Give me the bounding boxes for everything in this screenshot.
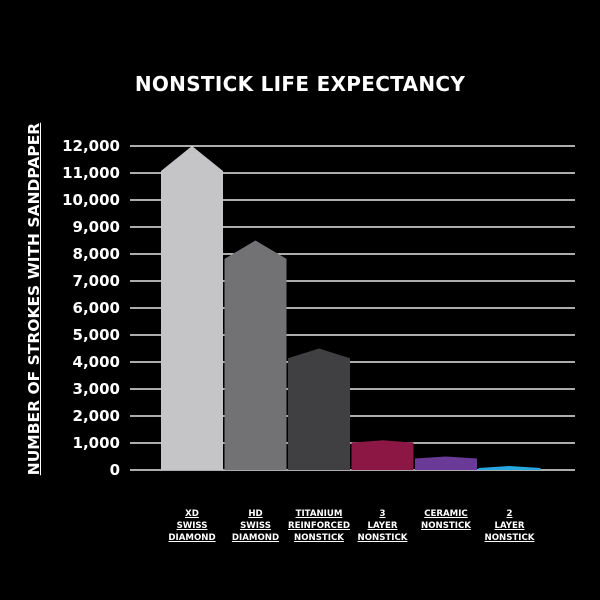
x-tick-label: CERAMIC NONSTICK — [421, 509, 471, 531]
y-tick-label: 3,000 — [73, 380, 120, 398]
y-tick-label: 7,000 — [73, 272, 120, 290]
y-tick-label: 5,000 — [73, 326, 120, 344]
x-tick-label: HD SWISS DIAMOND — [231, 509, 280, 543]
bar — [351, 440, 414, 470]
x-tick-label: 2 LAYER NONSTICK — [484, 509, 535, 543]
y-tick-label: 4,000 — [73, 353, 120, 371]
y-tick-label: 1,000 — [73, 434, 120, 452]
x-tick-label: TITANIUM REINFORCED NONSTICK — [288, 509, 350, 543]
y-tick-label: 2,000 — [73, 407, 120, 425]
y-tick-label: 10,000 — [62, 191, 120, 209]
x-tick-label: 3 LAYER NONSTICK — [357, 509, 408, 543]
bar — [224, 240, 287, 470]
y-tick-label: 9,000 — [73, 218, 120, 236]
y-tick-label: 6,000 — [73, 299, 120, 317]
y-tick-label: 11,000 — [62, 164, 120, 182]
y-tick-label: 8,000 — [73, 245, 120, 263]
bar — [161, 146, 223, 470]
chart-title: NONSTICK LIFE EXPECTANCY — [134, 72, 466, 96]
bar — [288, 348, 350, 470]
x-tick-label: XD SWISS DIAMOND — [168, 509, 216, 543]
bar — [415, 456, 477, 470]
y-tick-label: 0 — [110, 461, 120, 479]
y-tick-label: 12,000 — [62, 137, 120, 155]
bar — [478, 465, 541, 470]
y-axis-label: NUMBER OF STROKES WITH SANDPAPER — [25, 122, 43, 476]
